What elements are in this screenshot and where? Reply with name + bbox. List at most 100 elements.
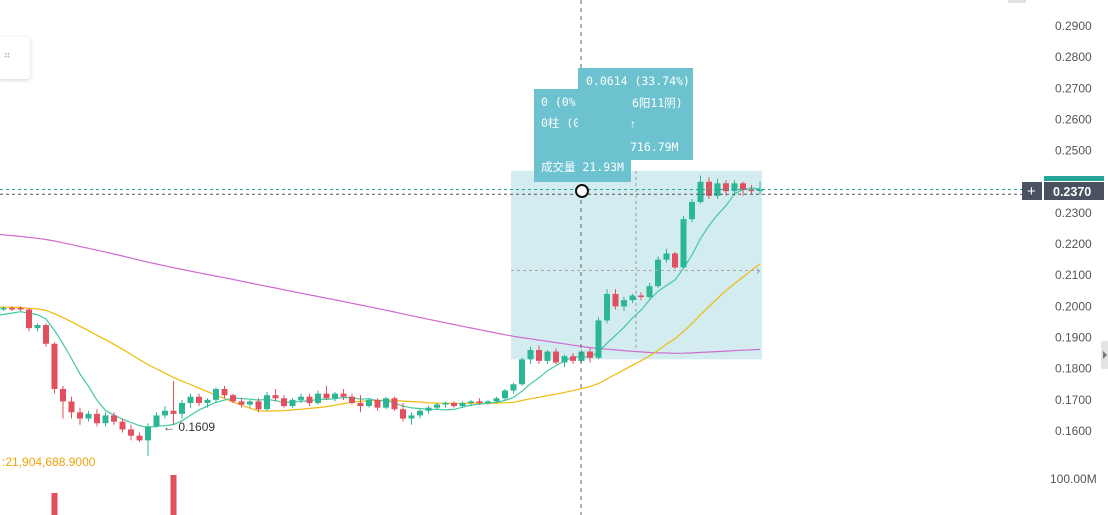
candle-body[interactable]: [391, 398, 398, 410]
candle-body[interactable]: [400, 409, 406, 419]
candle-body[interactable]: [697, 181, 704, 203]
candle-body[interactable]: [153, 415, 160, 427]
candle-body[interactable]: [621, 300, 627, 307]
candle-body[interactable]: [340, 393, 347, 397]
candle-body[interactable]: [672, 253, 678, 268]
candle-body[interactable]: [281, 398, 287, 407]
candle-body[interactable]: [162, 410, 168, 416]
candle-body[interactable]: [374, 399, 381, 408]
candle-body[interactable]: [247, 401, 253, 405]
price-axis-tick: 0.2100: [1055, 268, 1092, 282]
candle-body[interactable]: [94, 413, 100, 424]
candle-body[interactable]: [476, 401, 483, 403]
candle-body[interactable]: [230, 395, 236, 402]
candle-body[interactable]: [357, 402, 364, 407]
candle-body[interactable]: [689, 202, 695, 220]
candle-body[interactable]: [51, 343, 58, 389]
candle-body[interactable]: [459, 402, 466, 407]
candle-body[interactable]: [451, 402, 457, 407]
candle-body[interactable]: [196, 396, 202, 403]
candle-body[interactable]: [179, 402, 185, 414]
candle-body[interactable]: [289, 399, 296, 407]
candle-body[interactable]: [9, 307, 15, 310]
candle-body[interactable]: [102, 415, 109, 424]
candle-body[interactable]: [510, 384, 517, 391]
candle-body[interactable]: [170, 410, 177, 414]
candle-body[interactable]: [578, 351, 585, 361]
candle-body[interactable]: [60, 388, 66, 402]
candle-body[interactable]: [757, 189, 763, 192]
candle-body[interactable]: [655, 259, 661, 287]
candle-body[interactable]: [17, 307, 24, 310]
candle-body[interactable]: [553, 351, 559, 363]
candle-body[interactable]: [34, 325, 41, 329]
candle-body[interactable]: [128, 429, 134, 436]
candle-body[interactable]: [323, 393, 330, 399]
price-axis-tick: 0.2900: [1055, 19, 1092, 33]
measure-tool-icon: ⌗: [4, 49, 11, 62]
candle-body[interactable]: [493, 398, 500, 402]
candle-body[interactable]: [77, 412, 83, 419]
add-alert-button[interactable]: [1022, 182, 1042, 200]
candle-body[interactable]: [544, 351, 551, 361]
candle-body[interactable]: [85, 413, 92, 419]
candle-body[interactable]: [536, 350, 542, 361]
candle-body[interactable]: [417, 410, 423, 416]
candle-body[interactable]: [434, 404, 440, 408]
candle-body[interactable]: [204, 399, 211, 403]
candle-body[interactable]: [604, 293, 610, 321]
candle-body[interactable]: [43, 325, 49, 344]
candle-body[interactable]: [298, 396, 304, 400]
candle-body[interactable]: [255, 401, 262, 410]
candle-body[interactable]: [145, 426, 151, 441]
candle-body[interactable]: [136, 435, 143, 441]
candle-body[interactable]: [595, 320, 602, 358]
candle-body[interactable]: [119, 421, 126, 430]
candle-body[interactable]: [221, 388, 228, 396]
candle-body[interactable]: [731, 183, 738, 192]
candle-body[interactable]: [0, 307, 7, 310]
candle-body[interactable]: [442, 402, 449, 405]
candle-body[interactable]: [502, 390, 508, 399]
candle-body[interactable]: [264, 395, 270, 410]
candle-body[interactable]: [612, 293, 619, 307]
drawing-tool-button[interactable]: ⌗: [0, 37, 30, 79]
candle-body[interactable]: [332, 393, 338, 399]
candle-body[interactable]: [519, 359, 525, 385]
candle-body[interactable]: [111, 415, 117, 422]
candle-body[interactable]: [646, 286, 653, 298]
candle-body[interactable]: [366, 399, 372, 407]
candle-body[interactable]: [349, 396, 355, 403]
candle-body[interactable]: [485, 401, 491, 403]
measure-box[interactable]: [511, 170, 762, 360]
candle-body[interactable]: [425, 407, 432, 411]
candle-body[interactable]: [383, 398, 389, 408]
candle-body[interactable]: [527, 350, 534, 360]
candle-body[interactable]: [638, 295, 644, 298]
collapse-panel-tab[interactable]: [1101, 341, 1108, 369]
crosshair-cursor[interactable]: [575, 184, 589, 198]
candle-body[interactable]: [714, 183, 721, 196]
candle-body[interactable]: [680, 219, 687, 268]
candle-body[interactable]: [187, 396, 194, 403]
candle-body[interactable]: [587, 351, 593, 358]
candle-body[interactable]: [723, 183, 729, 192]
price-axis-tick: 0.2700: [1055, 81, 1092, 95]
candle-body[interactable]: [238, 401, 245, 405]
candle-body[interactable]: [570, 356, 576, 361]
candle-body[interactable]: [408, 415, 415, 419]
candle-body[interactable]: [213, 388, 219, 400]
candle-body[interactable]: [26, 309, 32, 329]
candle-body[interactable]: [272, 395, 279, 399]
candle-body[interactable]: [706, 181, 712, 196]
candle-body[interactable]: [663, 253, 670, 260]
candle-body[interactable]: [68, 401, 75, 413]
candle-body[interactable]: [629, 295, 636, 301]
candle-body[interactable]: [748, 189, 755, 192]
candle-body[interactable]: [306, 396, 313, 403]
candle-body[interactable]: [740, 183, 746, 190]
candle-body[interactable]: [315, 393, 321, 403]
candle-body[interactable]: [468, 401, 474, 403]
candle-body[interactable]: [561, 356, 568, 363]
